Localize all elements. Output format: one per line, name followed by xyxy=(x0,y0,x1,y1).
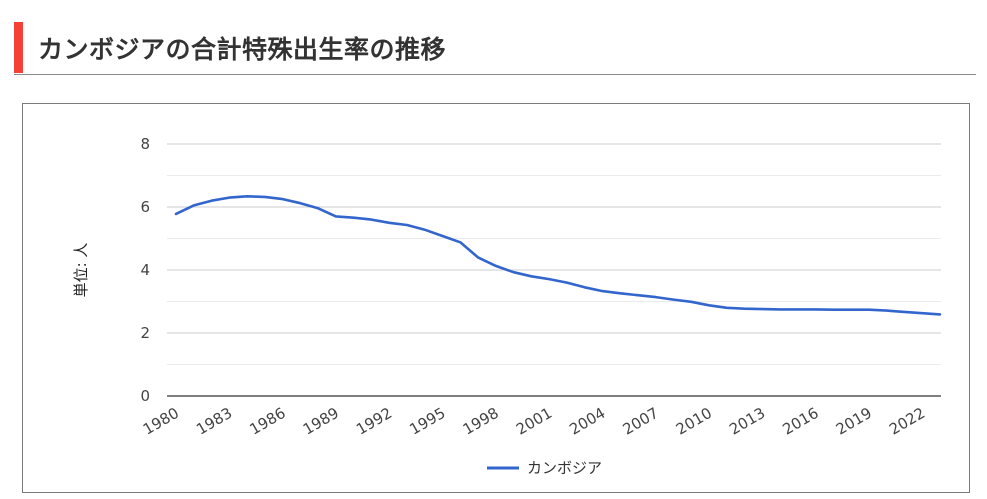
legend: カンボジア xyxy=(487,459,602,477)
x-tick-label: 2016 xyxy=(780,404,822,439)
page-title: カンボジアの合計特殊出生率の推移 xyxy=(38,35,447,64)
y-tick-labels: 0 2 4 6 8 xyxy=(140,135,150,405)
x-tick-label: 1986 xyxy=(247,404,289,439)
section-header: カンボジアの合計特殊出生率の推移 xyxy=(14,22,976,75)
y-tick-label: 6 xyxy=(140,198,150,216)
series-line-0 xyxy=(174,195,942,316)
x-tick-label: 2010 xyxy=(673,404,715,439)
x-tick-label: 2019 xyxy=(833,404,875,439)
y-tick-label: 2 xyxy=(140,324,150,342)
x-tick-label: 2013 xyxy=(726,404,768,439)
chart-frame: 0 2 4 6 8 1980 1983 1986 1989 1992 1995 1998 2001 20… xyxy=(22,103,970,493)
x-tick-label: 2001 xyxy=(513,404,555,439)
y-tick-label: 4 xyxy=(140,261,150,279)
x-tick-label: 2004 xyxy=(566,404,608,439)
x-tick-label: 1992 xyxy=(353,404,395,439)
grid-lines xyxy=(167,143,941,397)
accent-bar xyxy=(14,22,23,73)
legend-label-cambodia: カンボジア xyxy=(527,459,602,477)
x-tick-label: 1998 xyxy=(460,404,502,439)
line-chart: 0 2 4 6 8 1980 1983 1986 1989 1992 1995 1998 2001 20… xyxy=(72,135,942,477)
x-tick-label: 1995 xyxy=(406,404,448,439)
x-tick-label: 2007 xyxy=(620,404,662,439)
y-tick-label: 0 xyxy=(140,387,150,405)
y-tick-label: 8 xyxy=(140,135,150,153)
x-tick-label: 1980 xyxy=(140,404,182,439)
series-lines xyxy=(174,195,942,316)
x-tick-label: 1983 xyxy=(193,404,235,439)
x-tick-label: 1989 xyxy=(300,404,342,439)
x-tick-label: 2022 xyxy=(886,404,928,439)
x-tick-labels: 1980 1983 1986 1989 1992 1995 1998 2001 2004 2007… xyxy=(140,404,928,439)
y-axis-label: 単位: 人 xyxy=(72,243,90,298)
